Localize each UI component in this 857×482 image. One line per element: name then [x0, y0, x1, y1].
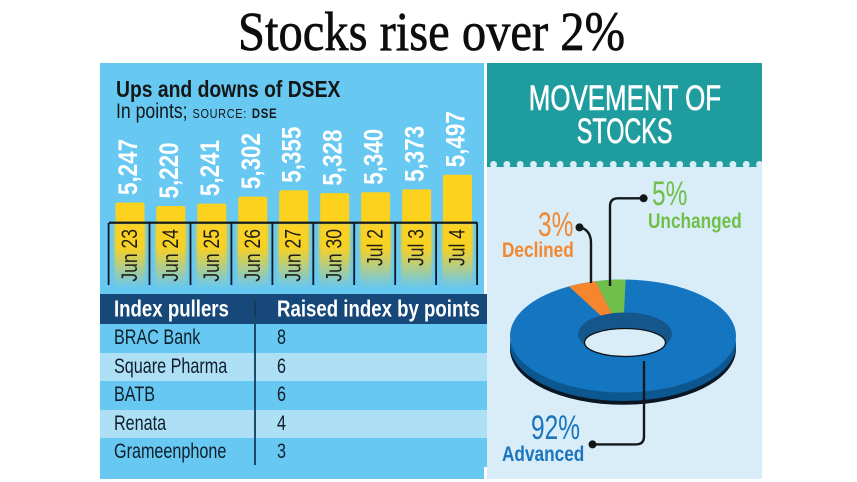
svg-text:Jun 25: Jun 25 [200, 229, 225, 282]
svg-text:5,355: 5,355 [278, 126, 307, 182]
svg-text:Jun 30: Jun 30 [323, 229, 348, 282]
svg-text:5,302: 5,302 [237, 133, 266, 189]
svg-text:5,497: 5,497 [442, 111, 471, 167]
svg-text:Jun 24: Jun 24 [159, 229, 184, 282]
svg-text:Jun 26: Jun 26 [241, 229, 266, 282]
svg-text:5,373: 5,373 [401, 126, 430, 182]
svg-text:5,328: 5,328 [319, 129, 348, 185]
svg-text:5,247: 5,247 [114, 139, 143, 195]
svg-text:Jul 4: Jul 4 [446, 229, 471, 266]
svg-text:Jul 3: Jul 3 [405, 229, 430, 266]
svg-text:Jun 23: Jun 23 [118, 229, 143, 282]
svg-text:Jun 27: Jun 27 [282, 229, 307, 282]
svg-text:5,340: 5,340 [360, 129, 389, 185]
svg-text:5,241: 5,241 [196, 140, 225, 196]
svg-text:Jul 2: Jul 2 [364, 229, 389, 266]
svg-text:5,220: 5,220 [155, 142, 184, 198]
